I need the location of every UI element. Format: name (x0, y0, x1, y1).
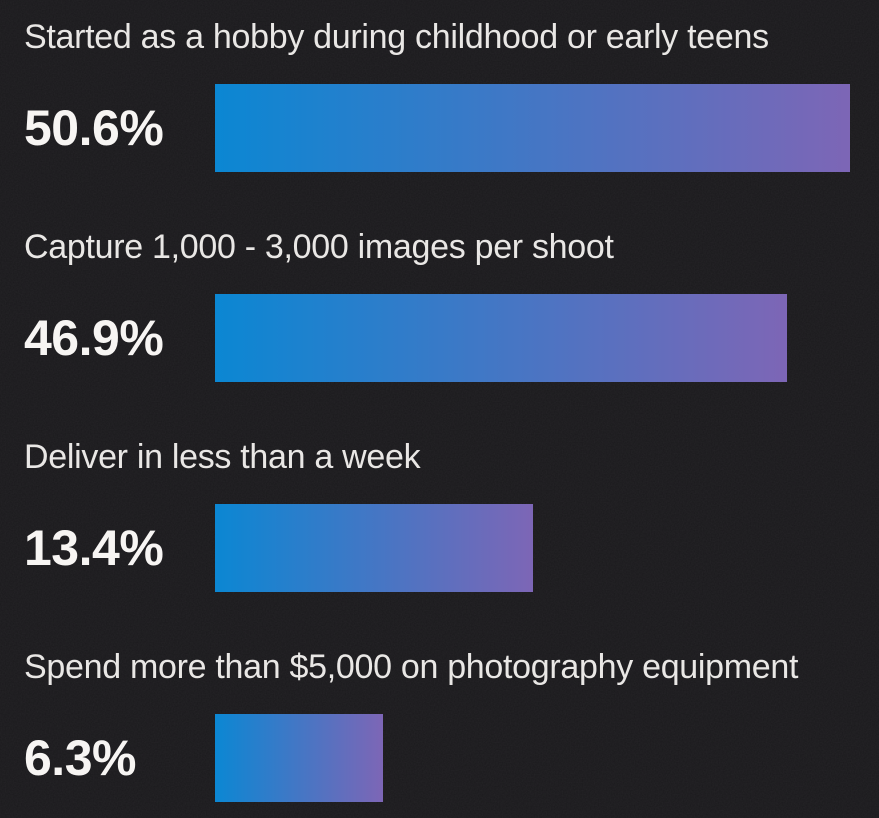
stat-bar-line: 6.3% (24, 714, 879, 802)
stat-bar (215, 294, 787, 382)
stat-row: Started as a hobby during childhood or e… (24, 20, 879, 172)
stat-value: 50.6% (24, 100, 164, 156)
stat-bar-line: 50.6% (24, 84, 879, 172)
stat-bar (215, 504, 533, 592)
stat-value: 6.3% (24, 730, 136, 786)
stat-value: 46.9% (24, 310, 164, 366)
stat-bar (215, 84, 850, 172)
stat-value: 13.4% (24, 520, 164, 576)
stat-row: Spend more than $5,000 on photography eq… (24, 650, 879, 802)
stat-row: Deliver in less than a week 13.4% (24, 440, 879, 592)
stat-bar-line: 13.4% (24, 504, 879, 592)
stat-bar (215, 714, 383, 802)
stat-label: Started as a hobby during childhood or e… (24, 18, 769, 56)
stat-label: Deliver in less than a week (24, 438, 421, 476)
stat-row: Capture 1,000 - 3,000 images per shoot 4… (24, 230, 879, 382)
stat-label: Capture 1,000 - 3,000 images per shoot (24, 228, 614, 266)
stat-bar-line: 46.9% (24, 294, 879, 382)
stat-label: Spend more than $5,000 on photography eq… (24, 648, 799, 686)
